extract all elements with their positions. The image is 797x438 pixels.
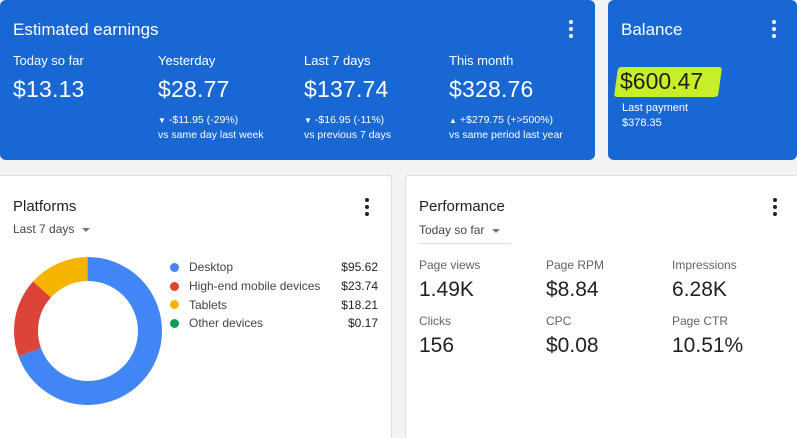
perf-value: 10.51%: [672, 334, 744, 357]
legend-item-other-devices[interactable]: Other devices $0.17: [170, 314, 378, 333]
perf-label: Page CTR: [672, 314, 729, 328]
perf-cpc[interactable]: CPC $0.08: [546, 314, 599, 358]
balance-value: $600.47: [620, 68, 704, 94]
metric-delta: ▲ +$279.75 (+>500%) vs same period last y…: [449, 113, 563, 142]
more-vert-icon[interactable]: [768, 198, 782, 216]
perf-value: $0.08: [546, 334, 599, 357]
metric-delta: ▼ -$11.95 (-29%) vs same day last week: [158, 113, 264, 142]
more-vert-icon[interactable]: [360, 198, 374, 216]
legend-swatch: [170, 318, 179, 328]
platforms-title: Platforms: [13, 198, 77, 215]
perf-value: 1.49K: [419, 278, 474, 301]
perf-value: 6.28K: [672, 278, 727, 301]
metric-label: Today so far: [13, 53, 84, 68]
legend-item-desktop[interactable]: Desktop $95.62: [170, 258, 378, 277]
metric-value: $28.77: [158, 76, 230, 102]
platforms-card: Platforms Last 7 days Desktop $95.62 Hig…: [0, 175, 392, 438]
metric-value: $328.76: [449, 76, 534, 102]
perf-page-ctr[interactable]: Page CTR 10.51%: [672, 314, 743, 358]
metric-value: $137.74: [304, 76, 389, 102]
metric-label: Last 7 days: [304, 53, 371, 68]
legend-name: Other devices: [189, 316, 264, 331]
last-payment-value: $378.35: [622, 117, 662, 129]
perf-page-rpm[interactable]: Page RPM $8.84: [546, 258, 604, 302]
caret-down-icon: [82, 227, 91, 232]
perf-label: Impressions: [672, 258, 737, 272]
balance-title: Balance: [621, 20, 683, 39]
metric-label: Yesterday: [158, 53, 216, 68]
perf-value: $8.84: [546, 278, 599, 301]
balance-card[interactable]: Balance $600.47 Last payment $378.35: [608, 0, 797, 160]
dropdown-underline: [419, 243, 511, 244]
delta-text: -$11.95 (-29%): [168, 114, 239, 126]
triangle-up-icon: ▲: [449, 116, 457, 125]
legend-item-tablets[interactable]: Tablets $18.21: [170, 295, 378, 314]
metric-last-7-days[interactable]: Last 7 days $137.74 ▼ -$16.95 (-11%) vs p…: [304, 53, 391, 142]
legend-name: High-end mobile devices: [189, 279, 321, 294]
legend-amount: $0.17: [347, 316, 378, 331]
legend-name: Desktop: [189, 260, 234, 275]
compare-text: vs previous 7 days: [304, 129, 391, 141]
metric-label: This month: [449, 53, 514, 68]
delta-text: +$279.75 (+>500%): [459, 114, 554, 126]
performance-title: Performance: [419, 198, 505, 215]
legend-swatch: [170, 281, 179, 291]
perf-page-views[interactable]: Page views 1.49K: [419, 258, 480, 302]
metric-delta: ▼ -$16.95 (-11%) vs previous 7 days: [304, 113, 391, 142]
more-vert-icon[interactable]: [564, 20, 578, 38]
legend-amount: $23.74: [341, 279, 378, 294]
caret-down-icon: [492, 228, 501, 233]
metric-today[interactable]: Today so far $13.13: [13, 53, 85, 103]
perf-label: Clicks: [419, 314, 451, 328]
legend-amount: $18.21: [341, 297, 378, 312]
perf-value: 156: [419, 334, 455, 357]
performance-card: Performance Today so far Page views 1.49…: [405, 175, 797, 438]
more-vert-icon[interactable]: [767, 20, 781, 38]
compare-text: vs same day last week: [158, 129, 264, 141]
perf-label: Page RPM: [546, 258, 605, 272]
donut-slice-tablets[interactable]: [14, 257, 162, 405]
perf-clicks[interactable]: Clicks 156: [419, 314, 454, 358]
perf-impressions[interactable]: Impressions 6.28K: [672, 258, 737, 302]
platforms-donut-chart: [14, 257, 162, 405]
triangle-down-icon: ▼: [158, 116, 166, 125]
estimated-earnings-title: Estimated earnings: [13, 20, 159, 39]
period-dropdown-label: Today so far: [419, 223, 485, 237]
estimated-earnings-card: Estimated earnings Today so far $13.13 Y…: [0, 0, 595, 160]
delta-text: -$16.95 (-11%): [314, 114, 385, 126]
platforms-legend: Desktop $95.62 High-end mobile devices $…: [170, 258, 378, 333]
period-dropdown[interactable]: Last 7 days: [13, 222, 91, 236]
triangle-down-icon: ▼: [304, 116, 312, 125]
metric-yesterday[interactable]: Yesterday $28.77 ▼ -$11.95 (-29%) vs same…: [158, 53, 264, 142]
legend-amount: $95.62: [341, 260, 378, 275]
legend-swatch: [170, 262, 179, 272]
metric-this-month[interactable]: This month $328.76 ▲ +$279.75 (+>500%) vs…: [449, 53, 563, 142]
legend-item-high-end-mobile[interactable]: High-end mobile devices $23.74: [170, 277, 378, 296]
metric-value: $13.13: [13, 76, 85, 102]
perf-label: Page views: [419, 258, 481, 272]
period-dropdown-label: Last 7 days: [13, 222, 75, 236]
perf-label: CPC: [546, 314, 572, 328]
period-dropdown[interactable]: Today so far: [419, 223, 501, 237]
donut-slice-high-end-mobile-devices[interactable]: [14, 257, 162, 405]
legend-name: Tablets: [189, 297, 228, 312]
last-payment-label: Last payment: [622, 102, 689, 114]
compare-text: vs same period last year: [449, 129, 563, 141]
legend-swatch: [170, 300, 179, 310]
